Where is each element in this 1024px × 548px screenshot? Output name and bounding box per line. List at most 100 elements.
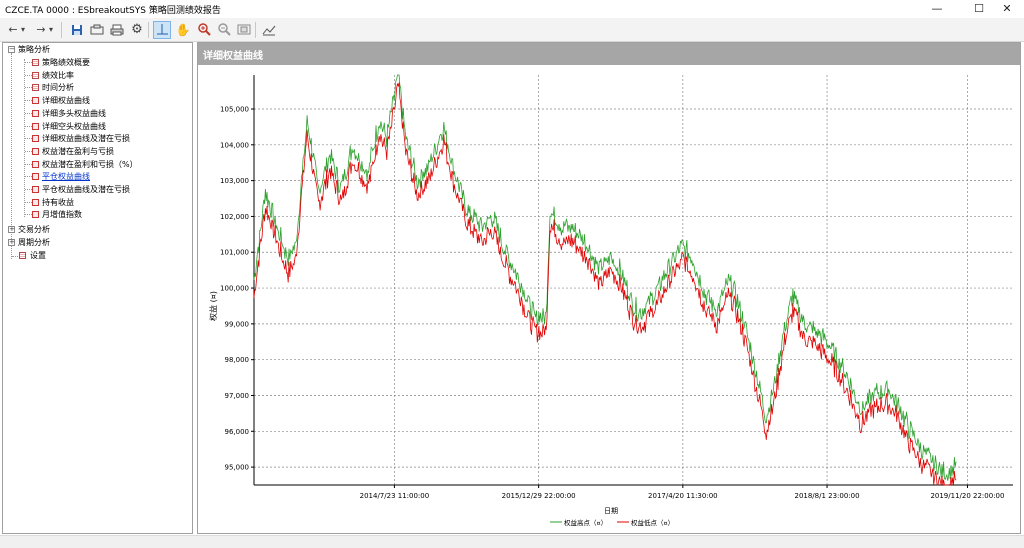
window-title: CZCE.TA 0000 : ESbreakoutSYS 策略回测绩效报告 bbox=[5, 6, 221, 16]
tree-node-trade-analysis[interactable]: 交易分析 bbox=[18, 225, 50, 234]
chart-panel: 详细权益曲线 95,000 96,000 97,000 98,000 99,000 100… bbox=[197, 42, 1021, 534]
tree-item[interactable]: 时间分析 bbox=[42, 83, 74, 93]
tree-line bbox=[12, 256, 20, 257]
y-tick-label: 102,000 bbox=[220, 213, 249, 221]
chart-legend: 权益高点（¤） 权益低点（¤） bbox=[550, 518, 674, 527]
equity-chart[interactable]: 95,000 96,000 97,000 98,000 99,000 100,000 101… bbox=[198, 65, 1020, 533]
chart-icon bbox=[32, 135, 39, 143]
chart-icon bbox=[32, 147, 39, 155]
zoom-out-icon[interactable] bbox=[215, 21, 233, 39]
tree-line bbox=[25, 74, 32, 76]
tree-line bbox=[11, 53, 12, 259]
tree-line bbox=[25, 87, 32, 89]
panel-title: 详细权益曲线 bbox=[203, 51, 263, 62]
y-tick-label: 98,000 bbox=[225, 356, 250, 364]
x-tick-label: 2017/4/20 11:30:00 bbox=[648, 492, 718, 500]
series-line-low bbox=[253, 82, 957, 486]
chart-axes: 95,000 96,000 97,000 98,000 99,000 100,000 101… bbox=[220, 75, 1013, 500]
toolbar: ← ▾ → ▾ ⚙ ✋ bbox=[0, 18, 1024, 42]
tree-item[interactable]: 详细权益曲线及潜在亏损 bbox=[42, 134, 130, 144]
copy-image-icon[interactable] bbox=[260, 21, 278, 39]
save-icon[interactable] bbox=[68, 21, 86, 39]
y-tick-label: 103,000 bbox=[220, 177, 249, 185]
x-tick-label: 2019/11/20 22:00:00 bbox=[930, 492, 1004, 500]
chart-icon bbox=[32, 198, 39, 206]
y-tick-label: 95,000 bbox=[225, 464, 250, 472]
tree-line bbox=[25, 214, 32, 216]
tree-item[interactable]: 详细权益曲线 bbox=[42, 96, 90, 106]
chart-series bbox=[253, 74, 957, 486]
tree-line bbox=[25, 112, 32, 114]
tree-item[interactable]: 策略绩效概要 bbox=[42, 58, 90, 67]
tree-line bbox=[25, 176, 32, 178]
forward-arrow-icon[interactable]: → bbox=[36, 23, 46, 36]
chart-icon bbox=[32, 173, 39, 181]
tree-item[interactable]: 平仓权益曲线及潜在亏损 bbox=[42, 185, 130, 194]
tree-node-strategy-analysis[interactable]: 策略分析 bbox=[18, 45, 50, 54]
table-icon bbox=[32, 71, 39, 79]
chart-icon bbox=[32, 109, 39, 117]
pan-hand-icon[interactable]: ✋ bbox=[175, 23, 191, 37]
tree-item[interactable]: 详细空头权益曲线 bbox=[42, 121, 106, 131]
tree-item[interactable]: 权益潜在盈利和亏损（%） bbox=[42, 159, 138, 169]
minimize-icon[interactable]: — bbox=[931, 2, 943, 15]
tree-item[interactable]: 详细多头权益曲线 bbox=[42, 108, 106, 118]
chart-icon bbox=[32, 211, 39, 219]
legend-label-high: 权益高点（¤） bbox=[564, 518, 607, 527]
status-bar bbox=[0, 535, 1024, 548]
tree-line bbox=[25, 163, 32, 165]
y-tick-label: 100,000 bbox=[220, 285, 249, 293]
toolbar-separator bbox=[255, 22, 256, 38]
x-tick-label: 2018/8/1 23:00:00 bbox=[794, 492, 859, 500]
expand-icon[interactable]: + bbox=[8, 238, 15, 246]
tree-line bbox=[25, 125, 32, 127]
collapse-icon[interactable]: − bbox=[8, 45, 15, 53]
print-icon[interactable] bbox=[108, 21, 126, 39]
chart-icon bbox=[32, 160, 39, 168]
chart-icon bbox=[32, 122, 39, 130]
tree-line bbox=[25, 201, 32, 203]
analysis-tree: − 策略分析 策略绩效概要 绩效比率时间分析详细权益曲线详细多头权益曲线 详细空头权… bbox=[2, 42, 193, 534]
forward-dropdown-icon[interactable]: ▾ bbox=[48, 25, 53, 34]
tree-item[interactable]: 平仓权益曲线 bbox=[42, 172, 90, 182]
toolbar-separator bbox=[61, 22, 62, 38]
tree-line bbox=[25, 62, 32, 63]
tree-item[interactable]: 绩效比率 bbox=[42, 70, 74, 80]
back-dropdown-icon[interactable]: ▾ bbox=[20, 25, 25, 34]
tree-line bbox=[25, 150, 32, 152]
maximize-icon[interactable]: ☐ bbox=[974, 2, 984, 15]
chart-icon bbox=[32, 97, 39, 105]
zoom-in-icon[interactable] bbox=[195, 21, 213, 39]
settings-icon[interactable]: ⚙ bbox=[131, 22, 143, 37]
x-tick-label: 2015/12/29 22:00:00 bbox=[502, 492, 576, 500]
tree-line bbox=[25, 100, 32, 102]
tree-line bbox=[24, 59, 25, 217]
title-bar: CZCE.TA 0000 : ESbreakoutSYS 策略回测绩效报告 — … bbox=[0, 0, 1024, 18]
y-tick-label: 105,000 bbox=[220, 106, 249, 114]
y-tick-label: 96,000 bbox=[225, 428, 250, 436]
back-arrow-icon[interactable]: ← bbox=[8, 23, 18, 36]
tree-node-period-analysis[interactable]: 周期分析 bbox=[18, 238, 50, 247]
tree-item[interactable]: 权益潜在盈利与亏损 bbox=[42, 146, 114, 156]
toolbar-separator bbox=[148, 22, 149, 38]
tree-line bbox=[25, 138, 32, 140]
x-tick-label: 2014/7/23 11:00:00 bbox=[360, 492, 430, 500]
expand-icon[interactable]: + bbox=[8, 225, 15, 233]
series-line-high bbox=[253, 74, 957, 481]
x-axis-label: 日期 bbox=[604, 507, 618, 515]
tree-line bbox=[25, 189, 32, 190]
y-tick-label: 101,000 bbox=[220, 249, 249, 257]
zoom-fit-icon[interactable] bbox=[235, 21, 253, 39]
panel-header: 详细权益曲线 bbox=[198, 43, 1020, 65]
tree-node-settings[interactable]: 设置 bbox=[30, 251, 46, 260]
export-icon[interactable] bbox=[88, 21, 106, 39]
y-axis-label: 权益 (¤) bbox=[208, 291, 218, 321]
close-icon[interactable]: ✕ bbox=[1002, 2, 1012, 15]
tree-item[interactable]: 持有收益 bbox=[42, 197, 74, 207]
table-icon bbox=[32, 84, 39, 92]
tree-item[interactable]: 月增值指数 bbox=[42, 210, 82, 220]
settings-grid-icon bbox=[19, 252, 26, 259]
y-tick-label: 99,000 bbox=[225, 320, 250, 328]
crosshair-icon[interactable] bbox=[153, 21, 171, 39]
